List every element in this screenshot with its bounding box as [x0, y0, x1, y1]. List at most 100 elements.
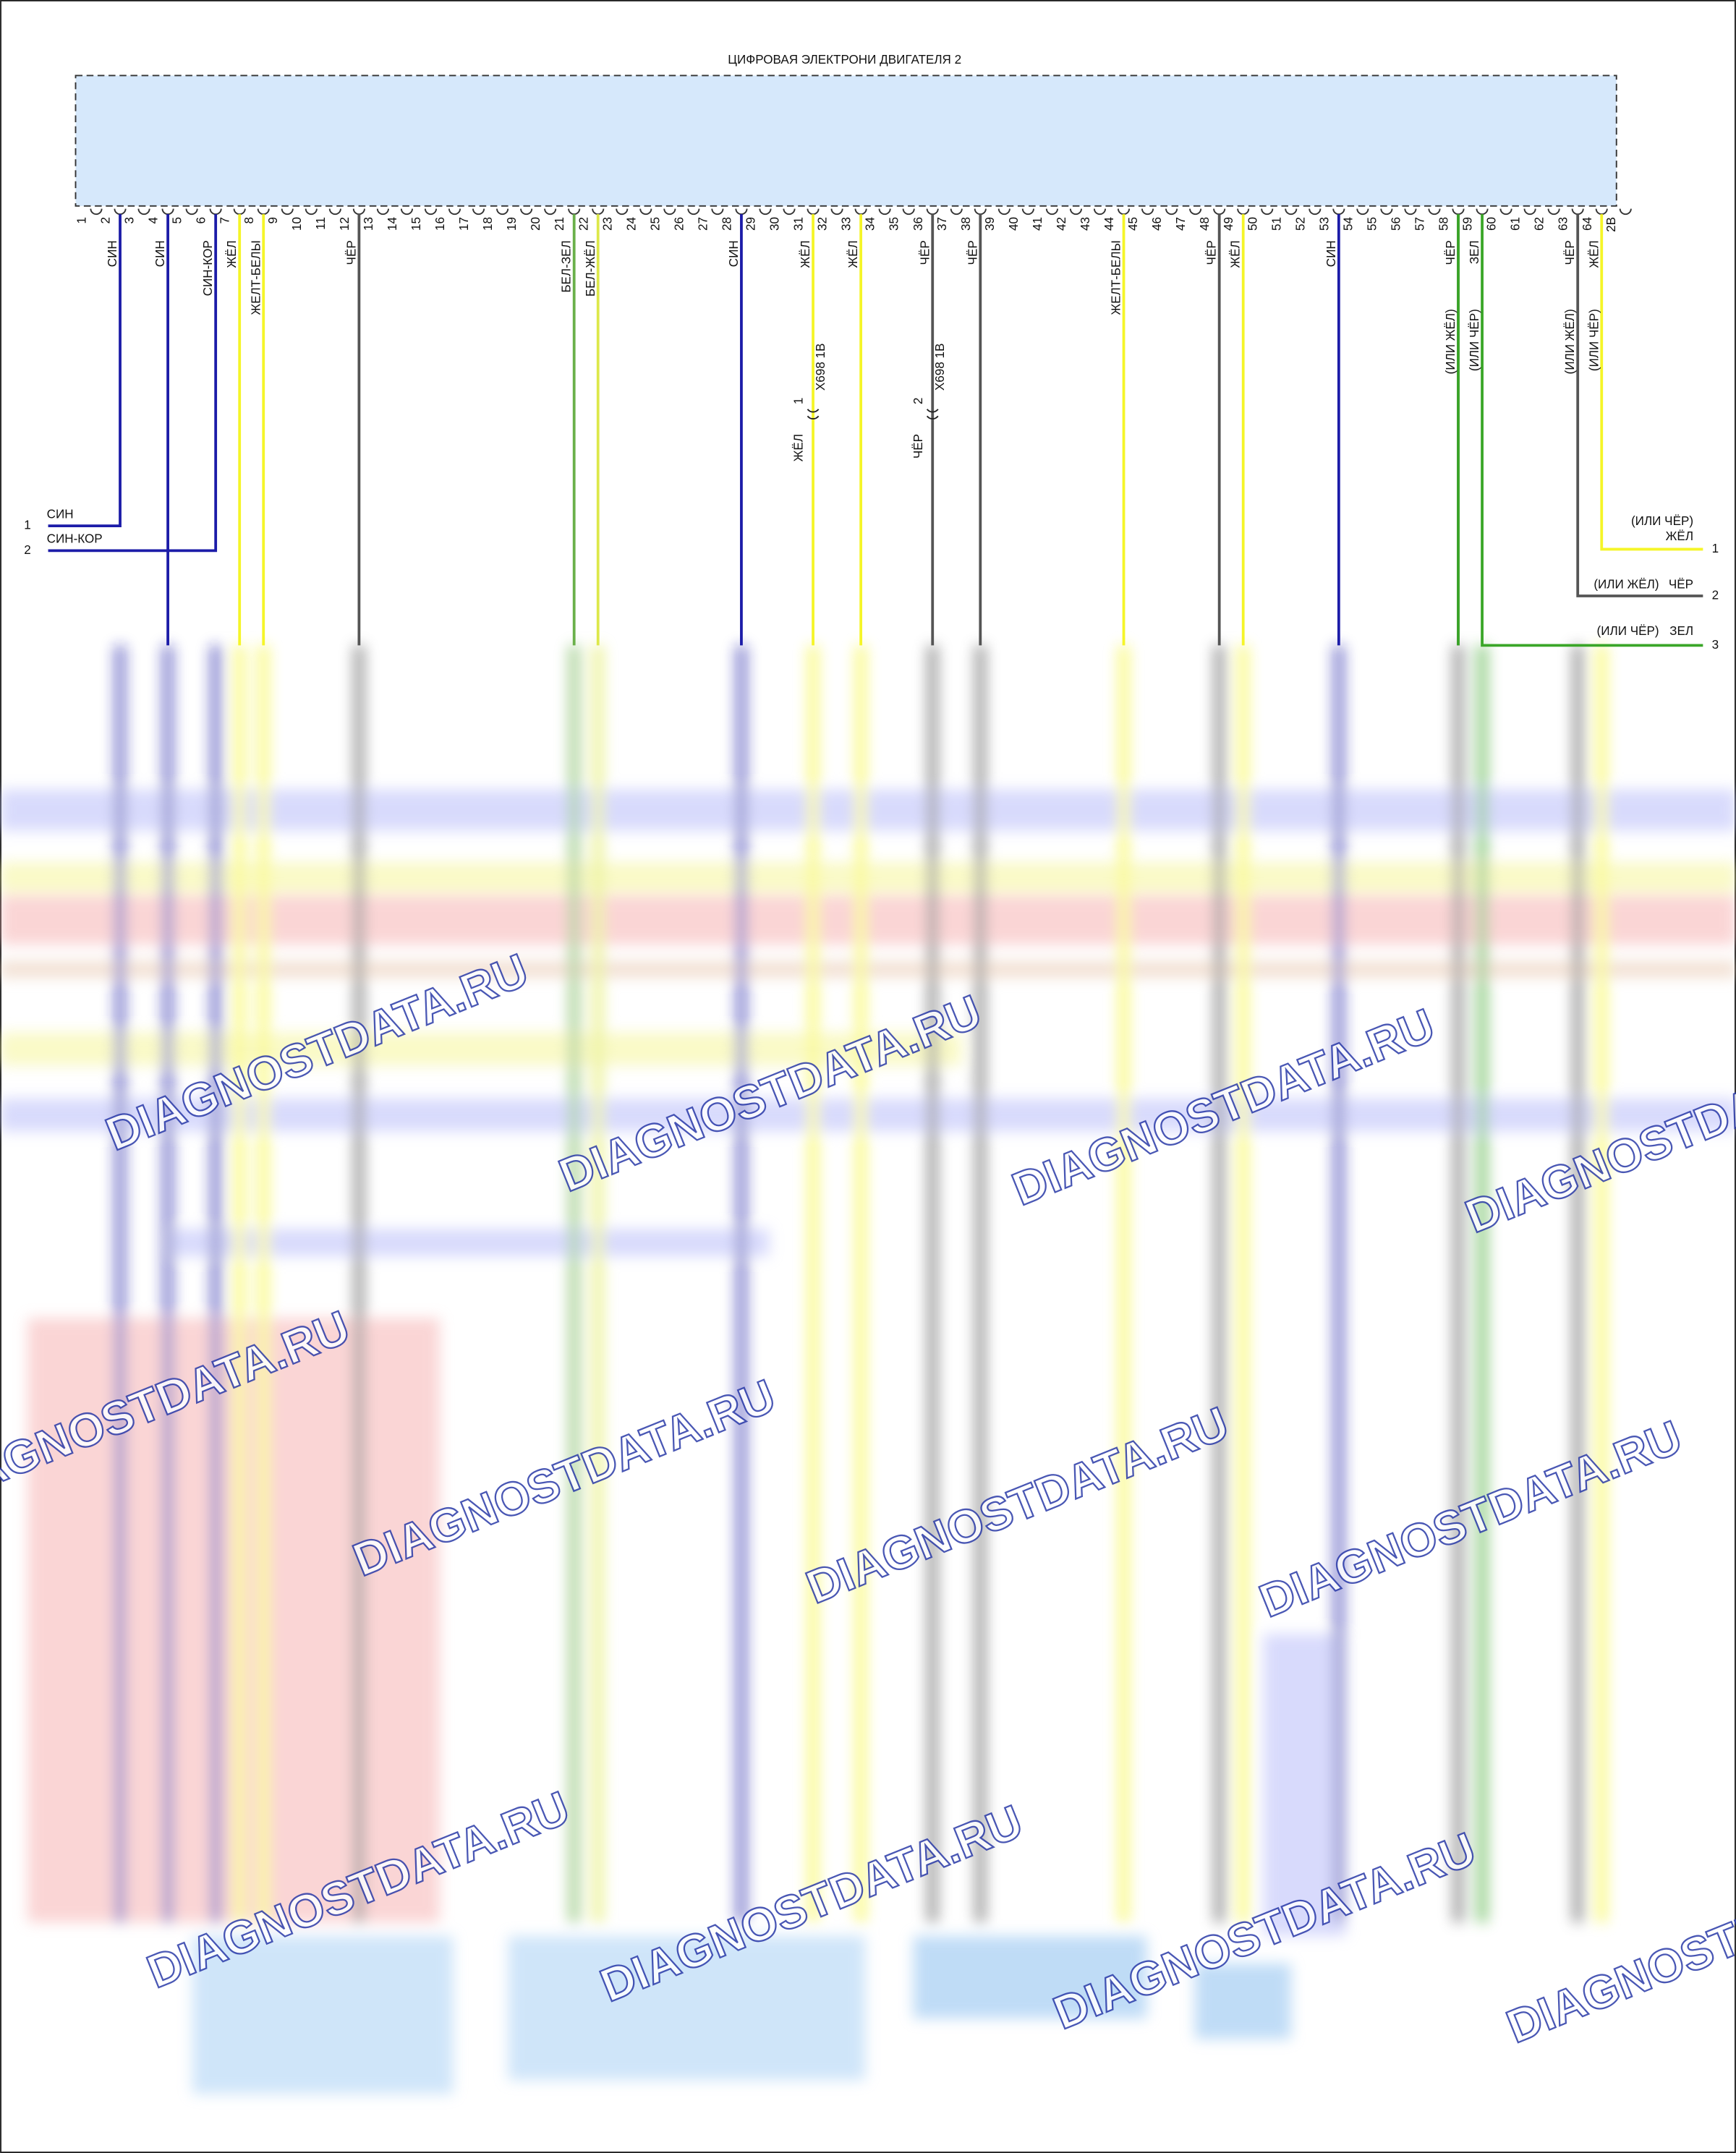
wire-label: ЧЁР: [1205, 240, 1219, 265]
pin-hook: [305, 208, 318, 216]
pin-number: 63: [1557, 217, 1570, 231]
pin-hook: [1356, 208, 1369, 216]
pin-hook: [783, 208, 796, 216]
pin-number: 35: [888, 217, 901, 231]
wire-label: ЧЁР: [1563, 240, 1577, 265]
wire-label: БЕЛ-ЖЁЛ: [584, 240, 597, 297]
pin-hook: [568, 208, 581, 216]
wire: [1576, 214, 1703, 597]
pin-hook: [424, 208, 438, 216]
pin-number: 51: [1269, 217, 1283, 231]
right-pin-number: 3: [1712, 638, 1719, 652]
pin-hook: [759, 208, 772, 216]
pin-number: 10: [290, 217, 304, 231]
pin-hook: [137, 208, 150, 216]
wire-label: ЖЁЛ: [846, 240, 860, 268]
pin-number: 54: [1341, 217, 1355, 231]
pin-hook: [902, 208, 915, 216]
pin-number: 1: [75, 217, 89, 224]
wire-label: ЖЁЛ: [1587, 240, 1601, 268]
right-pin-alt-label: (ИЛИ ЖЁЛ): [1594, 577, 1659, 591]
pin-number: 60: [1485, 217, 1499, 231]
pin-number: 48: [1198, 217, 1212, 231]
pin-number: 59: [1461, 217, 1475, 231]
wires: [48, 208, 1703, 647]
pin-hook: [950, 208, 963, 216]
wire-label: БЕЛ-ЗЕЛ: [560, 240, 574, 292]
pin-number: 2В: [1604, 217, 1618, 232]
pin-hook: [1309, 208, 1322, 216]
pin-number: 5: [171, 217, 184, 224]
pin-hook: [376, 208, 389, 216]
pin-hook: [1547, 208, 1560, 216]
connector-symbol: [926, 409, 939, 419]
pin-hook: [233, 208, 246, 216]
pin-hook: [90, 208, 103, 216]
pin-number: 20: [529, 217, 542, 231]
pin-number: 22: [576, 217, 590, 231]
pin-hook: [735, 208, 748, 216]
wire-label: СИН: [727, 240, 741, 267]
module-box: [75, 74, 1617, 207]
pin-hook: [1189, 208, 1202, 216]
pin-hook: [1571, 208, 1584, 216]
pin-number: 50: [1246, 217, 1259, 231]
pin-number: 29: [744, 217, 758, 231]
pin-number: 43: [1078, 217, 1092, 231]
pin-number: 37: [935, 217, 949, 231]
pin-number: 14: [386, 217, 399, 231]
pin-number: 39: [983, 217, 997, 231]
pin-number: 40: [1007, 217, 1021, 231]
pin-number: 47: [1174, 217, 1188, 231]
wire-label: ЖЕЛТ-БЕЛЫ: [249, 240, 263, 315]
pin-number: 42: [1055, 217, 1068, 231]
pin-number: 57: [1413, 217, 1427, 231]
pin-hook: [352, 208, 365, 216]
pin-number: 9: [266, 217, 280, 224]
wire-label: ЧЁР: [966, 240, 979, 265]
pin-number: 49: [1222, 217, 1235, 231]
pin-hook: [544, 208, 557, 216]
pin-number: 55: [1365, 217, 1379, 231]
pin-number: 18: [481, 217, 495, 231]
pin-hook: [161, 208, 174, 216]
pin-hook: [1285, 208, 1298, 216]
pin-number: 4: [147, 217, 161, 224]
pin-hook: [1452, 208, 1465, 216]
pin-hook: [1332, 208, 1345, 216]
pin-hook: [520, 208, 533, 216]
pin-hook: [711, 208, 724, 216]
pin-hook: [1595, 208, 1608, 216]
pin-hook: [1021, 208, 1034, 216]
pin-hook: [663, 208, 676, 216]
pin-hook: [209, 208, 222, 216]
left-pin-number: 1: [24, 519, 30, 532]
pin-number: 56: [1389, 217, 1403, 231]
pin-number: 21: [553, 217, 566, 231]
wire-label: ЖЁЛ: [1229, 240, 1243, 268]
connector-lower-label: ЖЁЛ: [792, 434, 806, 461]
pin-hook: [1213, 208, 1226, 216]
pin-number: 31: [792, 217, 806, 231]
connector-pin: 2: [911, 398, 925, 405]
wire-label: СИН: [1324, 240, 1338, 267]
wire-label: ЖЁЛ: [799, 240, 812, 268]
pin-hook: [328, 208, 341, 216]
pin-hook: [1261, 208, 1274, 216]
right-pin-label: ЖЁЛ: [1666, 529, 1693, 543]
pin-hook: [1380, 208, 1393, 216]
pin-hook: [687, 208, 700, 216]
pin-number: 46: [1150, 217, 1164, 231]
pin-hook: [257, 208, 270, 216]
pin-number: 6: [195, 217, 208, 224]
right-pin-label: ЧЁР: [1669, 577, 1693, 591]
wire-label: ЧЁР: [918, 240, 932, 265]
wire-label: СИН: [106, 240, 119, 267]
pin-number: 64: [1580, 217, 1594, 231]
pin-number: 8: [242, 217, 256, 224]
pin-hook: [400, 208, 413, 216]
pin-hook: [616, 208, 629, 216]
connector-name: X698 1В: [933, 344, 947, 391]
